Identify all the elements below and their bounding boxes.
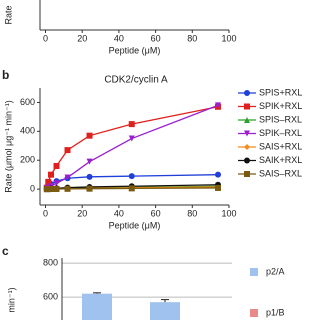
x-tick-label: 100 [221,208,236,218]
data-point [53,180,60,187]
y-axis-label: Rate [3,5,13,24]
data-point [128,173,135,180]
x-axis-label: Peptide (μM) [109,45,161,55]
y-tick-label: 400 [20,126,35,136]
y-tick-label: 600 [43,291,58,301]
x-tick-label: 0 [43,208,48,218]
data-point [214,171,221,178]
bar [150,302,180,320]
panel-label: c [2,244,9,258]
data-point [64,147,71,154]
y-tick-label: 200 [20,155,35,165]
legend-label: SAIS+RXL [259,141,302,151]
data-point [53,185,60,192]
data-point [128,135,135,142]
legend-label: SPIK–RXL [259,128,302,138]
x-tick-label: 100 [221,33,236,43]
x-tick-label: 20 [77,208,87,218]
y-tick-label: 800 [43,257,58,267]
data-point [214,102,221,109]
bar [82,293,112,320]
x-tick-label: 40 [114,33,124,43]
x-tick-label: 60 [151,33,161,43]
legend-marker [244,157,250,164]
legend-label: SAIK+RXL [259,155,302,165]
legend-label: SPIS–RXL [259,114,302,124]
legend-label: p2/A [266,266,285,276]
legend-label: SAIS–RXL [259,168,302,178]
legend-label: SPIK+RXL [259,101,302,111]
data-point [86,173,93,180]
chart-title: CDK2/cyclin A [104,75,168,86]
data-point [86,158,93,165]
legend-label: SPIS+RXL [259,87,302,97]
legend-label: p1/B [266,307,285,317]
x-tick-label: 0 [43,33,48,43]
data-point [45,178,52,185]
x-tick-label: 20 [77,33,87,43]
legend-swatch [250,268,258,276]
data-point [64,185,71,192]
y-tick-label: 0 [30,183,35,193]
legend-marker [244,90,250,96]
data-point [53,163,60,169]
y-axis-label: min⁻¹) [6,287,16,312]
data-point [128,121,135,128]
data-point [128,185,135,192]
data-point [86,132,93,139]
legend-marker [244,117,250,123]
legend-marker [244,144,250,150]
data-point [86,185,93,192]
y-tick-label: 600 [20,97,35,107]
x-tick-label: 80 [187,208,197,218]
y-axis-label: Rate (μmol μg⁻¹ min⁻¹) [3,100,13,192]
legend-marker [244,103,250,110]
legend-marker [244,171,250,177]
data-point [64,174,71,181]
data-point [48,185,55,192]
legend-swatch [250,309,258,317]
panel-label: b [2,68,9,82]
x-tick-label: 60 [151,208,161,218]
data-point [48,171,55,178]
x-tick-label: 80 [187,33,197,43]
data-point [214,184,221,191]
x-axis-label: Peptide (μM) [109,220,161,230]
legend-marker [244,130,250,137]
x-tick-label: 40 [114,208,124,218]
